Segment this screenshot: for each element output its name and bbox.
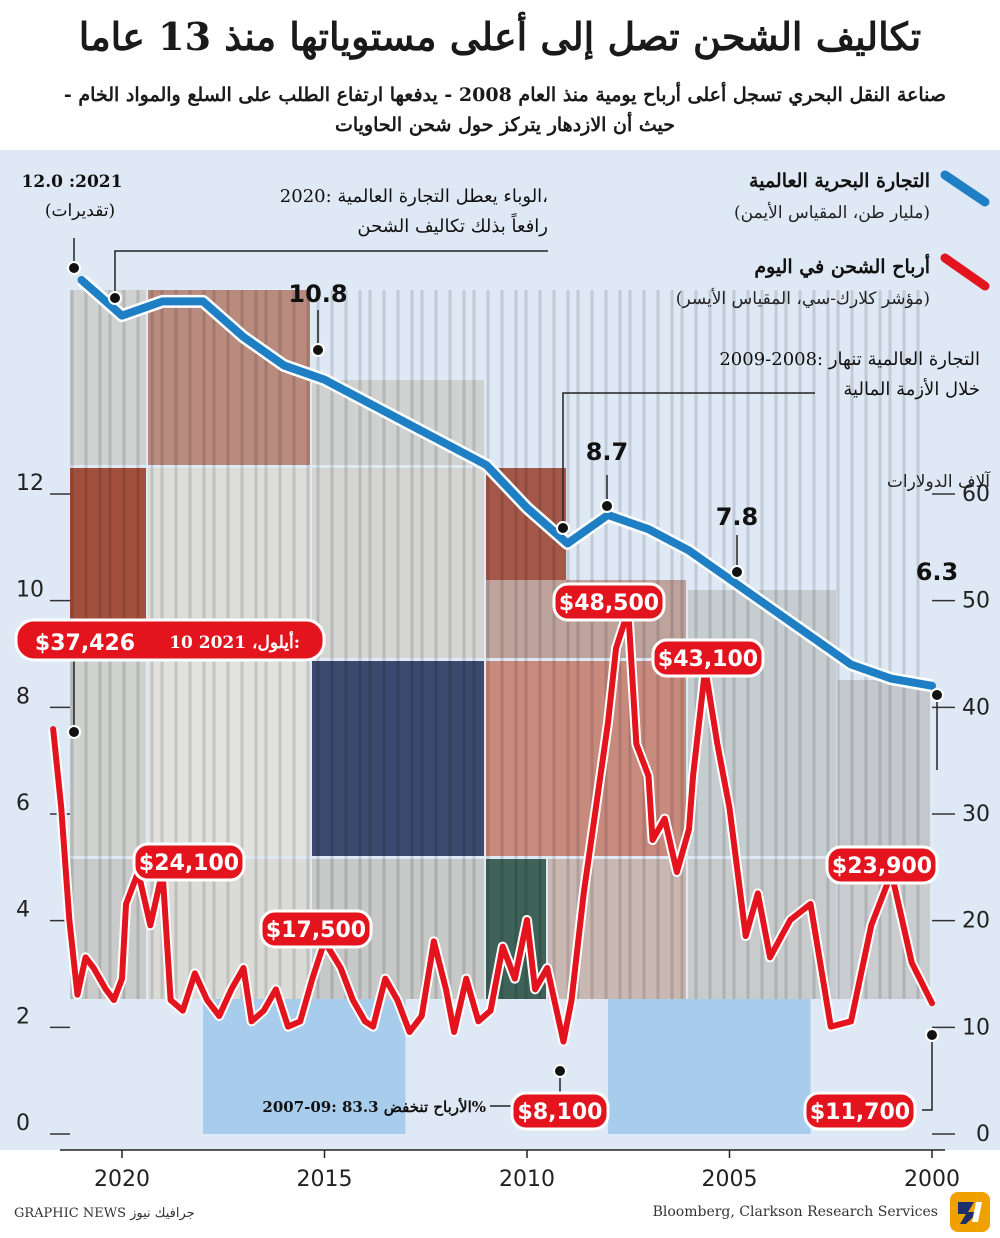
subtitle-line-2: حيث أن الازدهار يتركز حول شحن الحاويات <box>334 114 676 136</box>
right-axis-label: آلاف الدولارات <box>887 470 991 492</box>
right-tick-label: 50 <box>962 589 990 614</box>
right-tick-label: 30 <box>962 802 990 827</box>
annotation-pandemic-title: 2020: الوباء يعطل التجارة العالمية، <box>280 186 548 207</box>
publisher-logo-icon <box>950 1192 990 1232</box>
anchor-dot <box>925 1028 939 1042</box>
earnings-label: $48,500 <box>552 582 666 622</box>
earnings-label: 10 أيلول، 2021: $37,426 <box>14 618 326 662</box>
anchor-dot <box>553 1064 567 1078</box>
annotation-crisis-title: 2009-2008: التجارة العالمية تنهار <box>719 349 980 370</box>
earnings-label-pill <box>259 909 373 949</box>
left-tick-label: 2 <box>16 1004 30 1029</box>
earnings-label-value: $8,100 <box>518 1100 603 1125</box>
x-tick-label: 2010 <box>499 1167 555 1192</box>
earnings-label-value: $11,700 <box>810 1100 910 1125</box>
right-tick-label: 20 <box>962 909 990 934</box>
x-tick-label: 2015 <box>297 1167 353 1192</box>
earnings-label-value: $24,100 <box>139 851 239 876</box>
earnings-label-pill <box>552 582 666 622</box>
earnings-label: $23,900 <box>825 845 939 885</box>
earnings-label-value: $17,500 <box>266 918 366 943</box>
leader-11700 <box>922 1035 933 1111</box>
legend: التجارة البحرية العالمية (مليار طن، المق… <box>676 170 990 309</box>
shaded-periods <box>203 999 811 1134</box>
left-tick-label: 4 <box>16 898 30 923</box>
earnings-label-value: $37,426 <box>35 631 135 656</box>
left-tick-label: 6 <box>16 791 30 816</box>
earnings-value-labels: 10 أيلول، 2021: $37,426 $24,100 $17,500 $8,1… <box>14 582 939 1131</box>
anchor-dot <box>67 725 81 739</box>
series-lines <box>48 275 937 1047</box>
anchor-dot <box>556 521 570 535</box>
trade-value-labels: 10.8 8.7 7.8 6.3 <box>288 280 958 586</box>
earnings-label-pill <box>651 638 765 678</box>
anchor-dot <box>311 343 325 357</box>
subtitle-line-1: صناعة النقل البحري تسجل أعلى أرباح يومية… <box>63 84 947 106</box>
earnings-label: $43,100 <box>651 638 765 678</box>
annotation-pandemic-body: رافعاً بذلك تكاليف الشحن <box>357 213 548 237</box>
left-tick-label: 8 <box>16 684 30 709</box>
earnings-label-pill <box>825 845 939 885</box>
anchor-dot <box>108 291 122 305</box>
x-tick-label: 2005 <box>702 1167 758 1192</box>
earnings-label-value: $23,900 <box>832 854 932 879</box>
anchor-dot <box>930 688 944 702</box>
annotation-leaders <box>73 238 938 1111</box>
legend-earnings-note: (مؤشر كلارك-سي، المقياس الأيسر) <box>676 288 930 309</box>
annotation-crisis-body: خلال الأزمة المالية <box>843 377 980 400</box>
leader-crisis <box>562 392 815 528</box>
earnings-label-pill <box>803 1091 917 1131</box>
annotation-earnings-drop: 2007-09: الأرباح تنخفض 83.3% <box>262 1097 486 1116</box>
right-tick-label: 0 <box>976 1122 990 1147</box>
credit: GRAPHIC NEWS جرافيك نيوز <box>14 1206 195 1221</box>
earnings-label-pill <box>132 842 246 882</box>
sources: Bloomberg, Clarkson Research Services <box>652 1204 938 1220</box>
earnings-label-prefix: 10 أيلول، 2021: <box>169 630 300 653</box>
right-tick-label: 10 <box>962 1015 990 1040</box>
earnings-label: $8,100 <box>510 1091 610 1131</box>
trade-value-label: 6.3 <box>916 558 959 586</box>
anchor-dot <box>730 565 744 579</box>
leader-pandemic <box>114 250 548 295</box>
annotation-est-note: (تقديرات) <box>45 201 115 221</box>
x-axis: 2020 2015 2010 2005 2000 <box>60 1149 960 1192</box>
trade-value-label: 8.7 <box>586 438 629 466</box>
right-tick-label: 60 <box>962 482 990 507</box>
legend-trade-label: التجارة البحرية العالمية <box>749 170 930 192</box>
earnings-label-pill <box>510 1091 610 1131</box>
anchor-dots <box>67 261 944 1078</box>
anchor-dot <box>600 499 614 513</box>
left-tick-label: 12 <box>16 471 44 496</box>
earnings-line <box>50 607 935 1045</box>
right-tick-label: 40 <box>962 695 990 720</box>
legend-trade-note: (مليار طن، المقياس الأيمن) <box>734 202 930 223</box>
right-axis: 0 10 20 30 40 50 60 <box>932 482 990 1147</box>
left-tick-label: 10 <box>16 578 44 603</box>
legend-earnings-label: أرباح الشحن في اليوم <box>754 253 930 279</box>
annotations: 12.0 :2021 (تقديرات) 2020: الوباء يعطل ا… <box>22 172 980 1116</box>
legend-swatch-trade <box>940 170 990 207</box>
x-tick-label: 2000 <box>904 1167 960 1192</box>
earnings-label-banner <box>14 618 326 662</box>
trade-line <box>77 276 936 690</box>
anchor-dot <box>67 261 81 275</box>
trade-value-label: 7.8 <box>716 503 759 531</box>
page-subtitle: صناعة النقل البحري تسجل أعلى أرباح يومية… <box>40 80 970 140</box>
annotation-est-value: 12.0 :2021 <box>22 172 123 192</box>
shaded-band-0 <box>608 999 811 1134</box>
legend-swatch-earnings <box>940 253 990 291</box>
earnings-label-value: $43,100 <box>658 647 758 672</box>
left-axis: 0 2 4 6 8 10 12 <box>16 471 70 1136</box>
shipping-chart: 0 10 20 30 40 50 60 0 2 4 6 8 10 12 2020 2015 2010 2005… <box>0 150 1000 1192</box>
page-title: تكاليف الشحن تصل إلى أعلى مستوياتها منذ … <box>78 14 922 59</box>
earnings-label: $11,700 <box>803 1091 917 1131</box>
trade-value-label: 10.8 <box>288 280 347 308</box>
earnings-label: $24,100 <box>132 842 246 882</box>
x-tick-label: 2020 <box>94 1167 150 1192</box>
earnings-label-value: $48,500 <box>559 591 659 616</box>
earnings-label: $17,500 <box>259 909 373 949</box>
left-tick-label: 0 <box>16 1111 30 1136</box>
